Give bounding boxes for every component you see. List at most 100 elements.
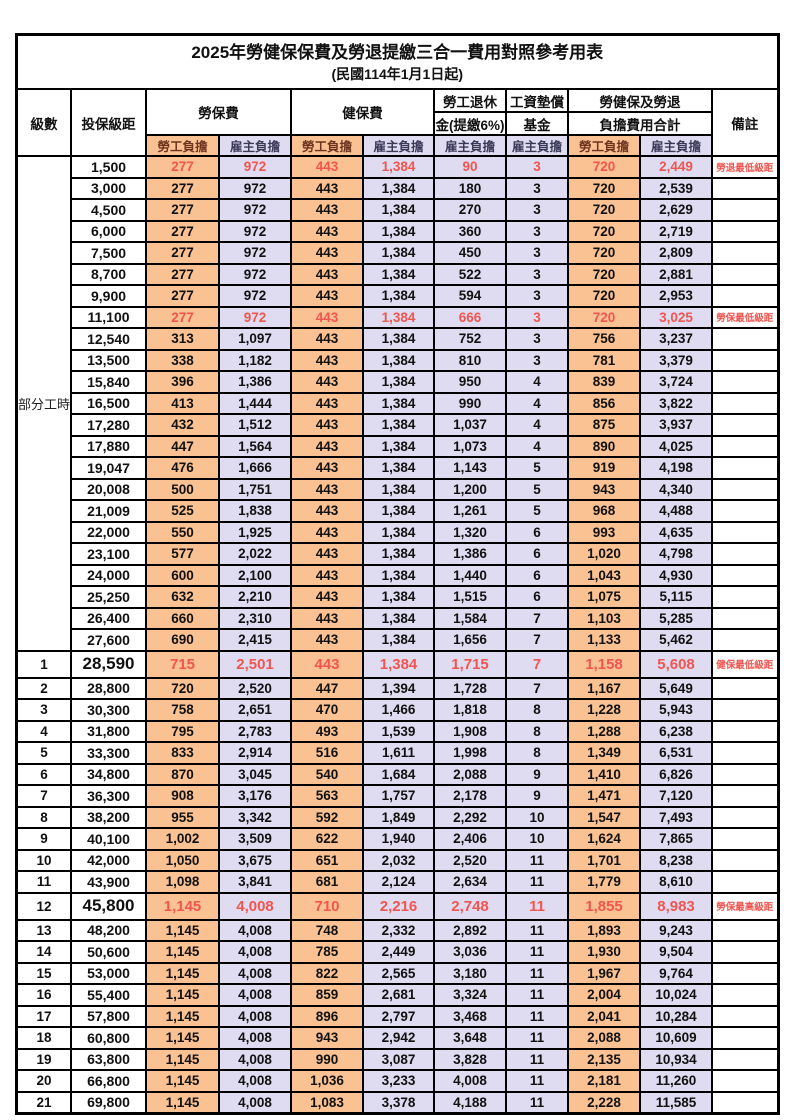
subheader-wage-fund-employer: 雇主負擔 <box>505 134 570 157</box>
value-cell: 690 <box>145 628 221 652</box>
value-cell: 1,998 <box>433 741 508 765</box>
bracket-cell: 69,800 <box>70 1090 148 1114</box>
value-cell: 1,145 <box>145 918 221 942</box>
note-cell <box>711 477 780 501</box>
value-cell: 3,675 <box>218 848 293 872</box>
table-row: 6 34,800 870 3,045 540 1,684 2,088 9 1,410 6,826 <box>15 762 780 786</box>
value-cell: 781 <box>567 348 642 372</box>
value-cell: 5 <box>505 456 570 480</box>
value-cell: 795 <box>145 719 221 743</box>
note-cell <box>711 918 780 942</box>
value-cell: 7 <box>505 649 570 679</box>
value-cell: 2,088 <box>433 762 508 786</box>
value-cell: 443 <box>290 176 365 200</box>
table-row: 15 53,000 1,145 4,008 822 2,565 3,180 11 1,967 9,… <box>15 961 780 985</box>
value-cell: 9,764 <box>639 961 714 985</box>
note-cell <box>711 961 780 985</box>
subheader-labor-employee: 勞工負擔 <box>145 134 221 157</box>
bracket-cell: 66,800 <box>70 1069 148 1093</box>
bracket-cell: 30,300 <box>70 698 148 722</box>
value-cell: 1,838 <box>218 499 293 523</box>
value-cell: 1,893 <box>567 918 642 942</box>
table-row: 13,500 338 1,182 443 1,384 810 3 781 3,379 <box>17 348 780 372</box>
value-cell: 720 <box>567 305 642 329</box>
value-cell: 720 <box>567 284 642 308</box>
value-cell: 2,748 <box>433 891 508 921</box>
value-cell: 1,200 <box>433 477 508 501</box>
bracket-cell: 7,500 <box>70 241 148 265</box>
value-cell: 5,462 <box>639 628 714 652</box>
value-cell: 443 <box>290 520 365 544</box>
value-cell: 990 <box>433 391 508 415</box>
value-cell: 3,176 <box>218 784 293 808</box>
bracket-cell: 28,800 <box>70 676 148 700</box>
value-cell: 1,384 <box>362 499 436 523</box>
value-cell: 1,751 <box>218 477 293 501</box>
bracket-cell: 33,300 <box>70 741 148 765</box>
value-cell: 447 <box>290 676 365 700</box>
value-cell: 756 <box>567 327 642 351</box>
value-cell: 3,724 <box>639 370 714 394</box>
value-cell: 470 <box>290 698 365 722</box>
value-cell: 4,930 <box>639 563 714 587</box>
value-cell: 4,008 <box>218 961 293 985</box>
value-cell: 681 <box>290 870 365 894</box>
value-cell: 7,865 <box>639 827 714 851</box>
table-row: 21,009 525 1,838 443 1,384 1,261 5 968 4,488 <box>17 499 780 523</box>
value-cell: 592 <box>290 805 365 829</box>
note-cell <box>711 1069 780 1093</box>
value-cell: 3,025 <box>639 305 714 329</box>
value-cell: 1,097 <box>218 327 293 351</box>
value-cell: 3 <box>505 284 570 308</box>
value-cell: 2,216 <box>362 891 436 921</box>
value-cell: 1,547 <box>567 805 642 829</box>
table-row: 5 33,300 833 2,914 516 1,611 1,998 8 1,349 6,531 <box>15 741 780 765</box>
level-cell: 9 <box>15 827 73 851</box>
value-cell: 516 <box>290 741 365 765</box>
table-row: 11 43,900 1,098 3,841 681 2,124 2,634 11 1,779 8,… <box>15 870 780 894</box>
value-cell: 875 <box>567 413 642 437</box>
value-cell: 720 <box>567 219 642 243</box>
value-cell: 1,967 <box>567 961 642 985</box>
bracket-cell: 4,500 <box>70 198 148 222</box>
value-cell: 2,520 <box>433 848 508 872</box>
value-cell: 443 <box>290 284 365 308</box>
value-cell: 3 <box>505 262 570 286</box>
value-cell: 1,384 <box>362 370 436 394</box>
value-cell: 443 <box>290 305 365 329</box>
bracket-cell: 1,500 <box>70 155 148 179</box>
value-cell: 919 <box>567 456 642 480</box>
value-cell: 4,635 <box>639 520 714 544</box>
value-cell: 3,822 <box>639 391 714 415</box>
value-cell: 11 <box>505 848 570 872</box>
value-cell: 1,701 <box>567 848 642 872</box>
value-cell: 1,098 <box>145 870 221 894</box>
value-cell: 11 <box>505 961 570 985</box>
value-cell: 1,684 <box>362 762 436 786</box>
table-row: 14 50,600 1,145 4,008 785 2,449 3,036 11 1,930 9,… <box>15 940 780 964</box>
note-cell <box>711 198 780 222</box>
value-cell: 11 <box>505 1026 570 1050</box>
value-cell: 1,666 <box>218 456 293 480</box>
table-row: 17,880 447 1,564 443 1,384 1,073 4 890 4,025 <box>17 434 780 458</box>
value-cell: 1,073 <box>433 434 508 458</box>
value-cell: 822 <box>290 961 365 985</box>
value-cell: 11 <box>505 918 570 942</box>
value-cell: 10 <box>505 827 570 851</box>
level-cell: 2 <box>15 676 73 700</box>
value-cell: 1,182 <box>218 348 293 372</box>
bracket-cell: 34,800 <box>70 762 148 786</box>
col-header-total-top: 勞健保及勞退 <box>567 88 714 113</box>
level-cell: 3 <box>15 698 73 722</box>
col-header-total-bottom: 負擔費用合計 <box>567 111 714 136</box>
note-cell <box>711 241 780 265</box>
value-cell: 720 <box>567 241 642 265</box>
value-cell: 1,145 <box>145 891 221 921</box>
premium-table: 2025年勞健保保費及勞退提繳三合一費用對照參考用表 (民國114年1月1日起)… <box>15 33 780 1115</box>
value-cell: 1,384 <box>362 477 436 501</box>
value-cell: 968 <box>567 499 642 523</box>
table-row: 13 48,200 1,145 4,008 748 2,332 2,892 11 1,893 9,… <box>15 918 780 942</box>
table-title-cell: 2025年勞健保保費及勞退提繳三合一費用對照參考用表 (民國114年1月1日起) <box>15 33 780 90</box>
table-row: 3,000 277 972 443 1,384 180 3 720 2,539 <box>17 176 780 200</box>
page-subtitle: (民國114年1月1日起) <box>331 65 463 82</box>
